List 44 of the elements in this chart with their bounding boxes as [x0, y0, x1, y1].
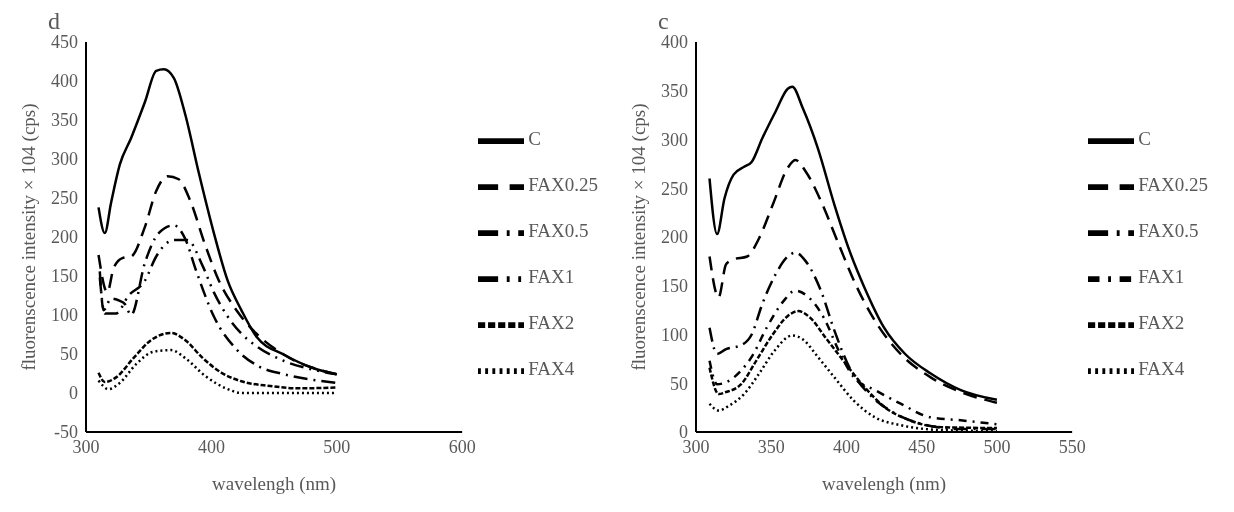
y-tick-label: 350 [661, 81, 688, 102]
y-tick-label: 400 [51, 71, 78, 92]
legend-label: FAX0.5 [528, 220, 589, 242]
legend-label: FAX4 [1138, 358, 1185, 380]
chart-title: d [48, 8, 60, 35]
legend-label: FAX4 [528, 358, 575, 380]
legend-label: FAX1 [528, 266, 575, 288]
y-tick-label: 100 [51, 305, 78, 326]
x-tick-label: 550 [1058, 436, 1086, 457]
x-tick-label: 600 [448, 436, 476, 457]
y-tick-label: 200 [51, 227, 78, 248]
x-tick-label: 400 [197, 436, 225, 457]
y-tick-label: 150 [661, 276, 688, 297]
y-tick-label: 300 [51, 149, 78, 170]
x-tick-label: 500 [983, 436, 1011, 457]
y-tick-label: 300 [661, 129, 688, 150]
legend-label: FAX2 [1138, 312, 1185, 334]
legend-label: C [1138, 128, 1151, 150]
x-axis-title: wavelengh (nm) [822, 473, 947, 495]
x-tick-label: 450 [908, 436, 936, 457]
y-tick-label: 350 [51, 110, 78, 131]
y-tick-label: 50 [670, 373, 688, 394]
y-axis-title: fluorenscence intensity × 104 (cps) [17, 103, 40, 371]
x-tick-label: 350 [757, 436, 785, 457]
legend-label: FAX2 [528, 312, 575, 334]
y-tick-label: 250 [661, 178, 688, 199]
x-tick-label: 400 [832, 436, 860, 457]
y-tick-label: 250 [51, 188, 78, 209]
y-tick-label: 50 [60, 344, 78, 365]
legend-label: FAX1 [1138, 266, 1185, 288]
y-tick-label: 450 [51, 32, 78, 53]
y-tick-label: 150 [51, 266, 78, 287]
x-tick-label: 500 [323, 436, 351, 457]
legend-label: FAX0.25 [1138, 174, 1208, 196]
y-tick-label: 100 [661, 324, 688, 345]
legend-label: FAX0.5 [1138, 220, 1199, 242]
y-tick-label: 200 [661, 227, 688, 248]
y-axis-title: fluorenscence intensity × 104 (cps) [627, 103, 650, 371]
legend-label: C [528, 128, 541, 150]
chart-title: c [658, 8, 669, 35]
legend-label: FAX0.25 [528, 174, 598, 196]
y-tick-label: 0 [69, 383, 78, 404]
y-tick-label: 400 [661, 32, 688, 53]
x-axis-title: wavelengh (nm) [212, 473, 337, 495]
